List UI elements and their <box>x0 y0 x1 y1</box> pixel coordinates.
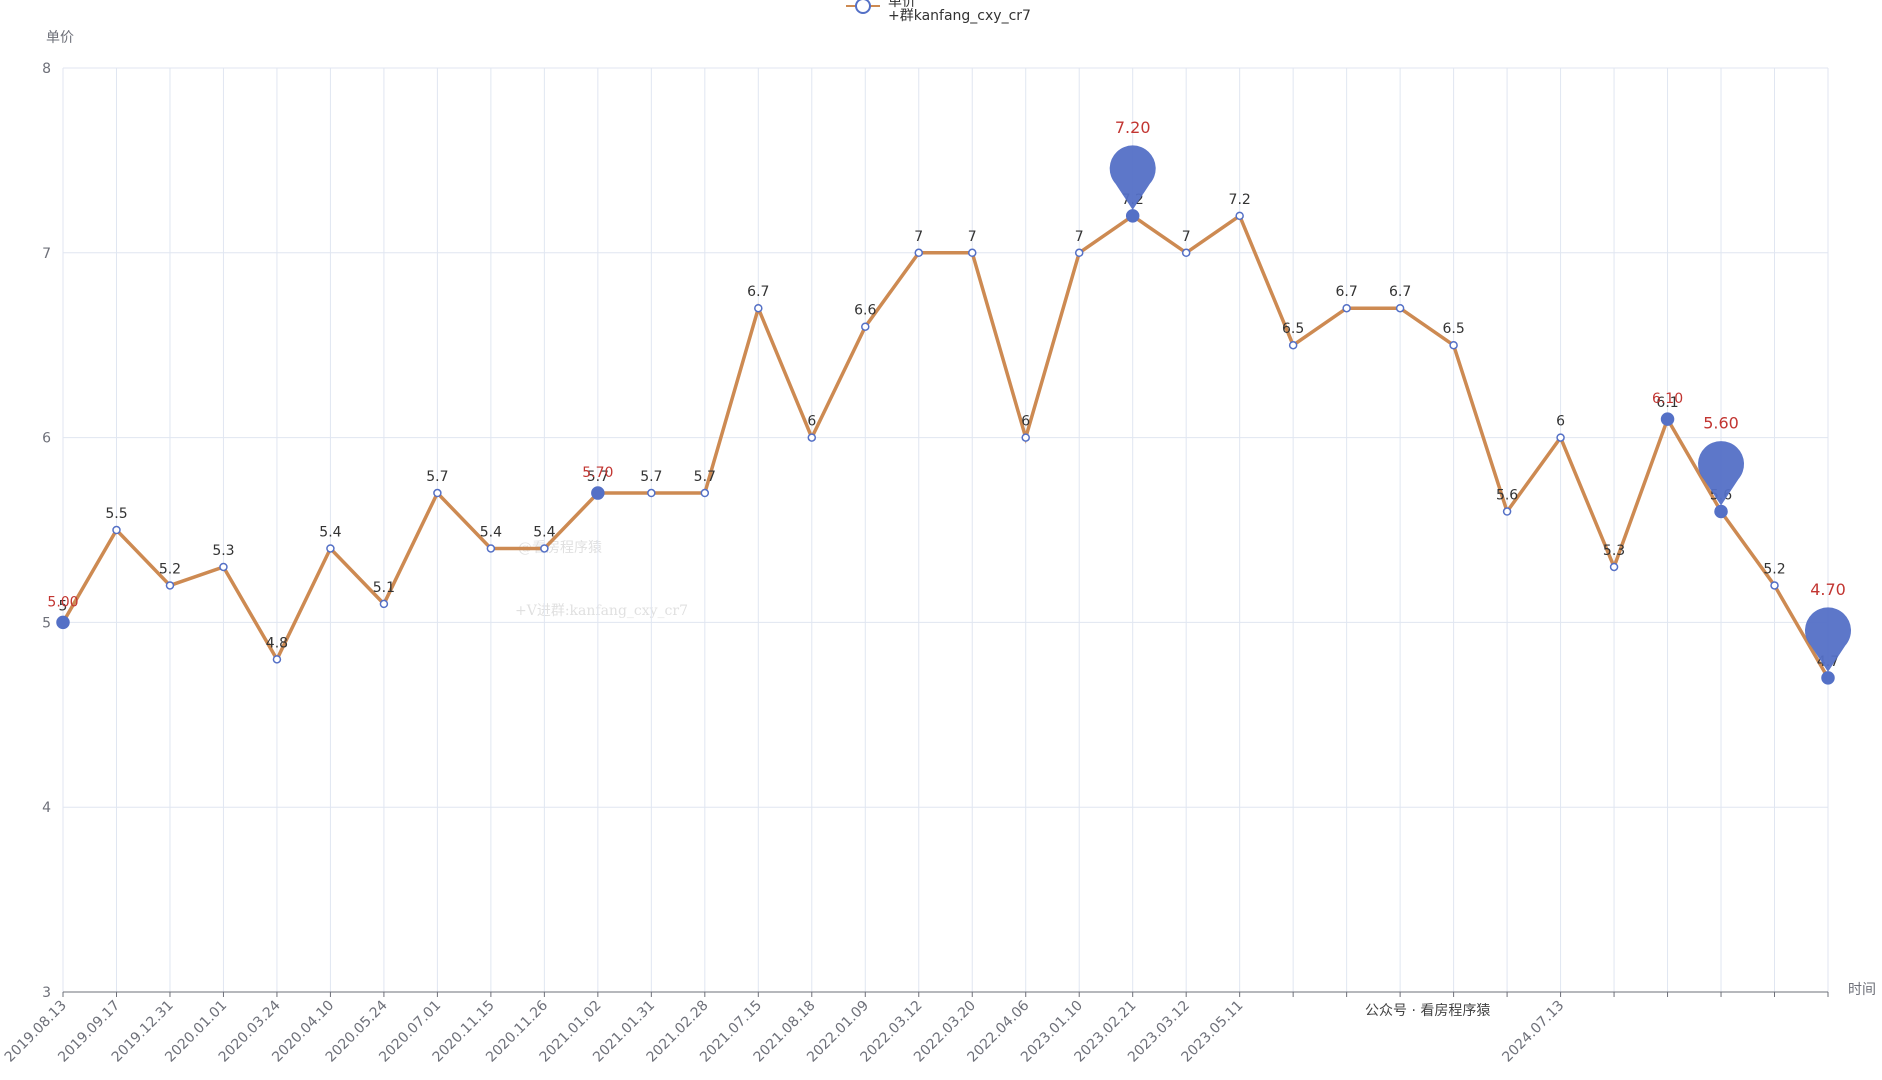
pin-label: 4.70 <box>1810 580 1846 599</box>
pin-label: 7.20 <box>1115 118 1151 137</box>
y-axis-label: 单价 <box>46 30 74 46</box>
value-label: 6 <box>1021 414 1030 430</box>
y-tick-label: 7 <box>42 246 51 262</box>
value-label: 5.7 <box>694 469 716 485</box>
legend-note: +群kanfang_cxy_cr7 <box>888 8 1031 24</box>
value-label: 6 <box>1556 414 1565 430</box>
value-label: 5.1 <box>373 580 395 596</box>
value-label: 7.2 <box>1229 192 1251 208</box>
value-label: 6.5 <box>1282 321 1304 337</box>
watermark: +V进群:kanfang_cxy_cr7 <box>515 603 688 619</box>
x-axis-label: 时间 <box>1848 982 1876 998</box>
point <box>433 488 442 498</box>
value-label: 5.4 <box>480 524 502 540</box>
y-tick-label: 8 <box>42 61 51 77</box>
value-label: 7 <box>1182 229 1191 245</box>
point <box>861 322 870 331</box>
mark-label: 6.10 <box>1652 391 1683 407</box>
value-label: 5.7 <box>426 469 448 485</box>
point <box>1449 340 1458 350</box>
point <box>807 433 817 442</box>
value-label: 5.5 <box>105 506 127 522</box>
point <box>540 544 549 553</box>
watermark: 公众号 · 看房程序猿 <box>1365 1003 1490 1019</box>
pin <box>1109 145 1156 210</box>
pin <box>1805 607 1852 672</box>
watermark: @看房程序猿 <box>518 540 602 556</box>
point <box>1074 248 1084 258</box>
value-label: 7 <box>914 229 923 245</box>
point <box>1770 581 1779 590</box>
point <box>647 488 656 498</box>
point <box>112 525 121 535</box>
pin <box>1698 441 1745 506</box>
point <box>1181 248 1191 258</box>
point <box>1125 209 1140 223</box>
legend-marker <box>855 0 871 14</box>
point <box>914 248 924 258</box>
x-tick-label: 2024.07.13 <box>1499 998 1567 1066</box>
value-label: 6 <box>807 414 816 430</box>
value-label: 5.2 <box>159 561 181 577</box>
y-tick-label: 3 <box>42 985 51 1001</box>
value-label: 5.3 <box>1603 543 1625 559</box>
value-label: 5 <box>59 598 68 614</box>
point <box>1714 504 1728 519</box>
mark-label: 5.70 <box>582 465 613 481</box>
point <box>379 599 389 609</box>
point <box>1609 562 1619 572</box>
value-label: 6.6 <box>854 303 876 319</box>
point <box>1235 211 1244 221</box>
value-label: 5.7 <box>587 469 609 485</box>
point <box>1556 433 1565 442</box>
point <box>1660 412 1675 426</box>
point <box>754 303 763 313</box>
series-line <box>61 213 1830 679</box>
value-label: 5.6 <box>1496 488 1518 504</box>
value-label: 7 <box>1075 229 1084 245</box>
value-label: 7 <box>968 229 977 245</box>
value-label: 6.7 <box>1389 284 1411 300</box>
point <box>219 562 228 572</box>
point <box>486 544 496 553</box>
point <box>700 488 710 498</box>
point <box>1021 433 1030 442</box>
point <box>326 544 335 553</box>
value-label: 5.4 <box>319 524 341 540</box>
value-label: 6.7 <box>747 284 769 300</box>
point <box>165 581 175 590</box>
point <box>1395 303 1405 313</box>
mark-label: 5.00 <box>47 594 78 610</box>
legend-label[interactable]: 单价 <box>888 0 916 10</box>
y-tick-label: 5 <box>42 615 51 631</box>
value-label: 5.7 <box>640 469 662 485</box>
point <box>1502 507 1512 516</box>
value-label: 6.1 <box>1656 395 1678 411</box>
y-tick-label: 4 <box>42 800 51 816</box>
point <box>591 486 605 500</box>
point <box>272 655 282 664</box>
point <box>1288 340 1298 350</box>
point <box>56 615 70 630</box>
point <box>1342 303 1351 313</box>
point <box>967 248 977 258</box>
y-tick-label: 6 <box>42 431 51 447</box>
value-label: 6.5 <box>1442 321 1464 337</box>
point <box>1821 671 1835 685</box>
value-label: 6.7 <box>1336 284 1358 300</box>
value-label: 5.2 <box>1763 561 1785 577</box>
value-label: 4.8 <box>266 635 288 651</box>
value-label: 5.3 <box>212 543 234 559</box>
pin-label: 5.60 <box>1703 414 1739 433</box>
value-label: 5.4 <box>533 524 555 540</box>
